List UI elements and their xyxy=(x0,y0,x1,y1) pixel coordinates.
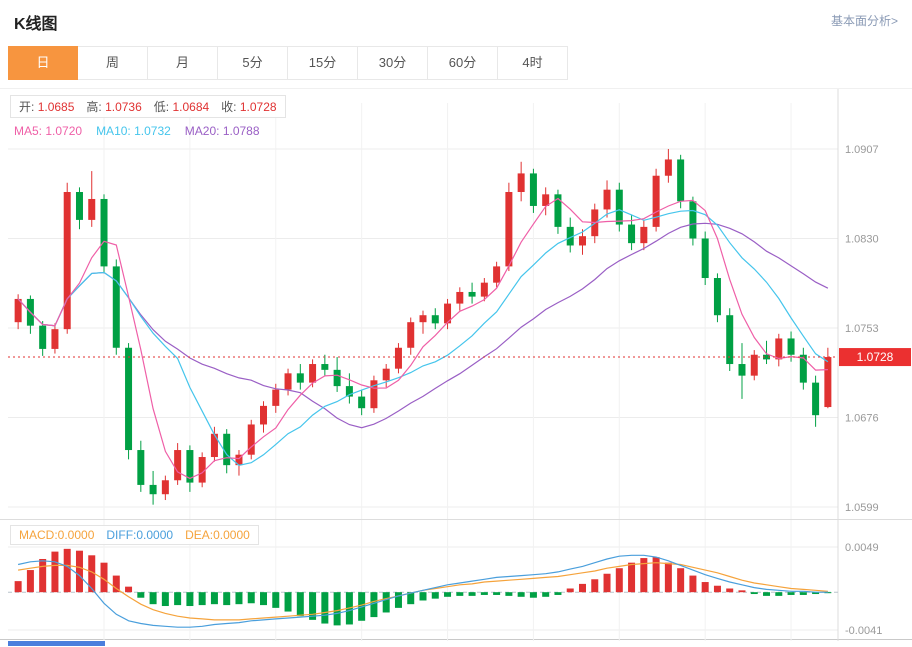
current-price-tag-label: 1.0728 xyxy=(857,350,894,364)
macd-y-axis-label: 0.0049 xyxy=(845,542,879,554)
candles-group xyxy=(14,149,832,505)
tab-30分[interactable]: 30分 xyxy=(358,46,428,80)
ma20-value: MA20: 1.0788 xyxy=(184,124,260,138)
current-price-tag xyxy=(839,348,911,367)
ohlc-open: 开: 1.0685 xyxy=(19,100,75,114)
ma20-line xyxy=(17,222,829,429)
tab-周[interactable]: 周 xyxy=(78,46,148,80)
diff-line xyxy=(17,554,828,628)
macd-value: MACD:0.0000 xyxy=(19,528,95,542)
tab-月[interactable]: 月 xyxy=(148,46,218,80)
ma5-value: MA5: 1.0720 xyxy=(14,124,83,138)
ma5-line xyxy=(17,197,828,480)
page-title: K线图 xyxy=(14,16,58,33)
tab-15分[interactable]: 15分 xyxy=(288,46,358,80)
bottom-partial-strip xyxy=(8,641,105,646)
tab-bar: 日周月 5分 15分 30分 60分 4时 xyxy=(8,46,912,80)
macd-chart[interactable]: 0.0049 -0.0041 xyxy=(0,519,912,641)
ohlc-close: 收: 1.0728 xyxy=(221,100,277,114)
page-header: K线图 基本面分析> xyxy=(0,0,912,46)
ma10-value: MA10: 1.0732 xyxy=(96,124,171,138)
tab-4时[interactable]: 4时 xyxy=(498,46,568,80)
macd-y-axis-label: -0.0041 xyxy=(845,625,882,637)
diff-value: DIFF:0.0000 xyxy=(106,528,174,542)
dea-value: DEA:0.0000 xyxy=(185,528,250,542)
candlestick-chart[interactable]: 1.0907 1.0830 1.0753 1.0676 1.0599 1.0728 xyxy=(0,89,912,519)
tab-5分[interactable]: 5分 xyxy=(218,46,288,80)
ma-info-row: MA5: 1.0720 MA10: 1.0732 MA20: 1.0788 xyxy=(14,122,260,140)
ohlc-info-box: 开: 1.0685 高: 1.0736 低: 1.0684 收: 1.0728 xyxy=(10,95,286,118)
y-axis-label: 1.0907 xyxy=(845,144,879,156)
chart-area: 1.0907 1.0830 1.0753 1.0676 1.0599 1.0728 0.0… xyxy=(0,88,912,641)
macd-info-box: MACD:0.0000 DIFF:0.0000 DEA:0.0000 xyxy=(10,525,259,545)
y-axis-label: 1.0599 xyxy=(845,502,879,514)
ohlc-low: 低: 1.0684 xyxy=(153,100,210,114)
ohlc-high: 高: 1.0736 xyxy=(86,100,142,114)
fundamental-analysis-link[interactable]: 基本面分析> xyxy=(830,14,898,28)
macd-histogram xyxy=(14,548,832,626)
y-axis-label: 1.0676 xyxy=(845,413,879,425)
main-grid: 1.0907 1.0830 1.0753 1.0676 1.0599 xyxy=(8,89,879,519)
y-axis-label: 1.0830 xyxy=(845,234,879,246)
tab-日[interactable]: 日 xyxy=(8,46,78,80)
y-axis-label: 1.0753 xyxy=(845,323,879,335)
tab-60分[interactable]: 60分 xyxy=(428,46,498,80)
ma10-line xyxy=(17,209,829,466)
